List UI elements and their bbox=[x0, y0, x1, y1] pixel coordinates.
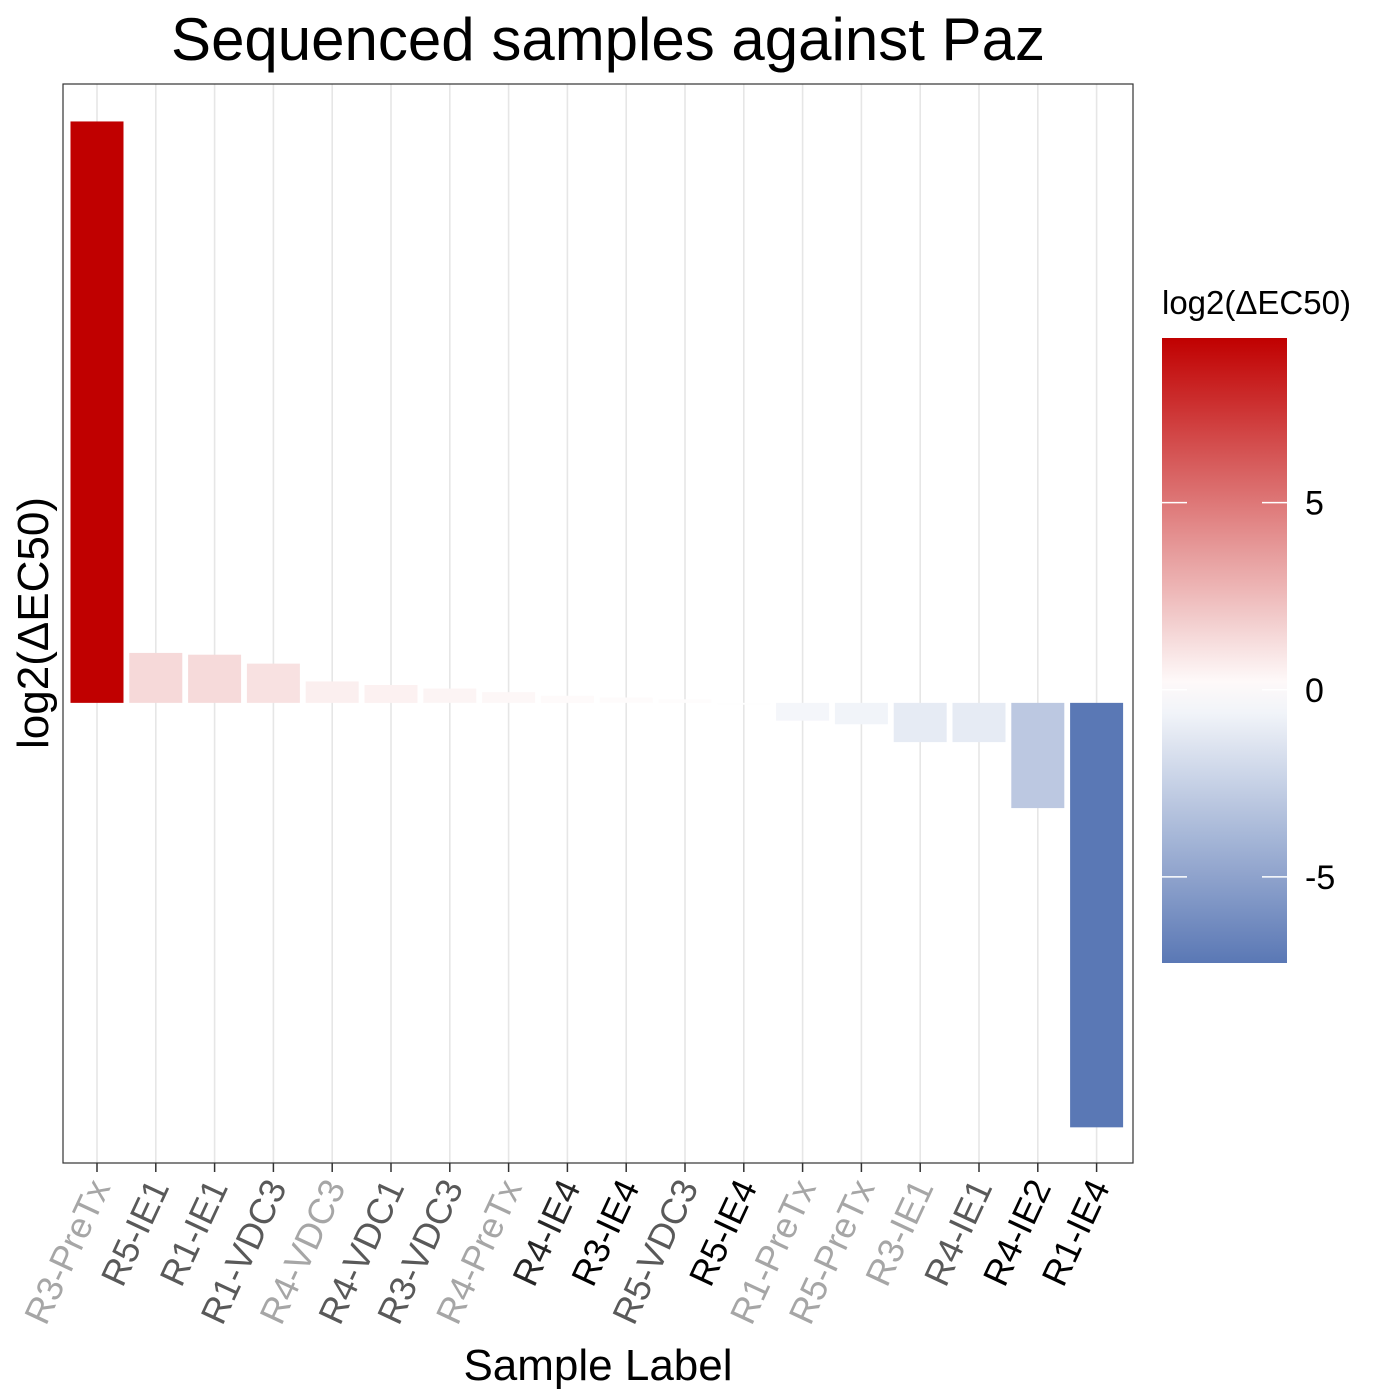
grid-lines bbox=[96, 84, 1098, 1163]
x-ticks bbox=[96, 1163, 1098, 1172]
y-axis-title: log2(ΔEC50) bbox=[9, 497, 58, 749]
legend-ticks: 5 0 -5 bbox=[1162, 485, 1335, 897]
bar bbox=[129, 652, 183, 703]
x-axis-title: Sample Label bbox=[463, 1341, 732, 1390]
legend-tick-label: 0 bbox=[1305, 672, 1324, 710]
bar bbox=[423, 688, 477, 703]
legend: log2(ΔEC50) 5 0 -5 bbox=[1162, 284, 1351, 963]
legend-title: log2(ΔEC50) bbox=[1162, 284, 1351, 321]
x-tick-labels: R3-PreTxR5-IE1R1-IE1R1-VDC3R4-VDC3R4-VDC… bbox=[16, 1173, 1118, 1330]
bar bbox=[717, 702, 771, 705]
bar bbox=[1011, 702, 1065, 809]
bar bbox=[1070, 702, 1124, 1128]
plot-border bbox=[62, 83, 1134, 1164]
legend-tick-label: -5 bbox=[1305, 859, 1335, 897]
bar bbox=[70, 121, 124, 703]
bar bbox=[834, 702, 888, 725]
bar bbox=[246, 663, 300, 703]
bar bbox=[188, 654, 242, 703]
plot-panel bbox=[63, 84, 1133, 1163]
bar bbox=[952, 702, 1006, 743]
bar bbox=[540, 695, 594, 703]
legend-tick-label: 5 bbox=[1305, 485, 1324, 523]
bar bbox=[364, 685, 418, 703]
bars bbox=[70, 121, 1124, 1128]
bar bbox=[482, 692, 536, 703]
bar bbox=[599, 697, 653, 703]
bar bbox=[658, 699, 712, 703]
bar bbox=[776, 702, 830, 721]
chart-title: Sequenced samples against Paz bbox=[171, 6, 1045, 73]
legend-colorbar bbox=[1162, 338, 1287, 963]
bar bbox=[893, 702, 947, 743]
bar bbox=[305, 681, 359, 703]
